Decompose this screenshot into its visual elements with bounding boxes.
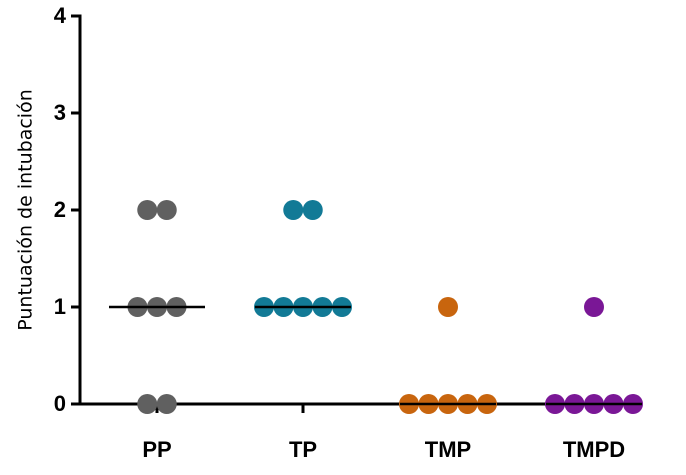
y-tick-label: 2: [54, 197, 66, 222]
data-point: [156, 200, 177, 220]
y-tick-label: 1: [54, 294, 66, 319]
x-tick-label: TMP: [425, 437, 471, 462]
x-tick-label: TP: [289, 437, 317, 462]
data-point: [137, 200, 158, 220]
y-tick-label: 4: [54, 3, 67, 28]
y-axis-label: Puntuación de intubación: [15, 89, 37, 330]
data-point: [156, 394, 177, 414]
y-tick-label: 3: [54, 100, 66, 125]
data-point: [283, 200, 304, 220]
x-tick-label: PP: [142, 437, 171, 462]
data-point: [302, 200, 323, 220]
y-tick-label: 0: [54, 391, 66, 416]
data-point: [137, 394, 158, 414]
x-tick-label: TMPD: [563, 437, 625, 462]
data-point: [584, 297, 604, 317]
data-point: [438, 297, 458, 317]
